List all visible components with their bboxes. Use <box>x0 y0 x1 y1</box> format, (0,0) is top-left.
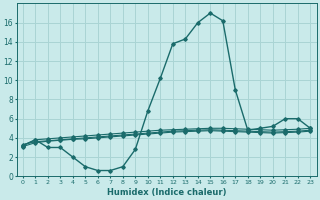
X-axis label: Humidex (Indice chaleur): Humidex (Indice chaleur) <box>107 188 226 197</box>
